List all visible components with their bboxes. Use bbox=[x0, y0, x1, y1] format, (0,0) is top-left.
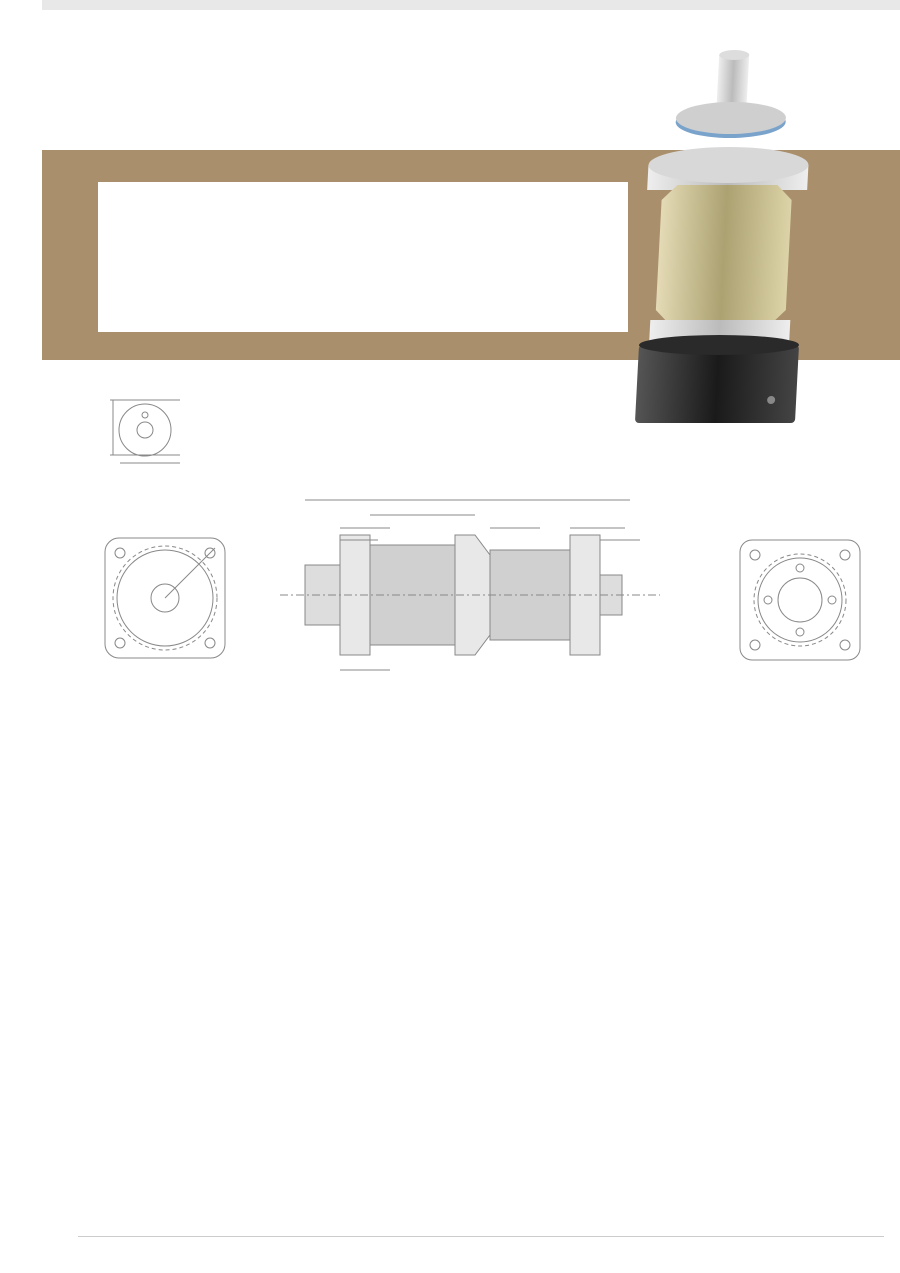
model-card bbox=[98, 182, 628, 332]
top-divider bbox=[42, 0, 900, 10]
diagram-a-view-detail bbox=[80, 370, 230, 490]
footer-divider bbox=[78, 1236, 884, 1237]
diagram-input-flange bbox=[720, 518, 880, 698]
diagram-output-flange bbox=[80, 510, 250, 690]
diagram-side-elevation bbox=[260, 480, 690, 730]
sidebar bbox=[0, 0, 42, 1273]
technical-drawings bbox=[80, 370, 880, 760]
